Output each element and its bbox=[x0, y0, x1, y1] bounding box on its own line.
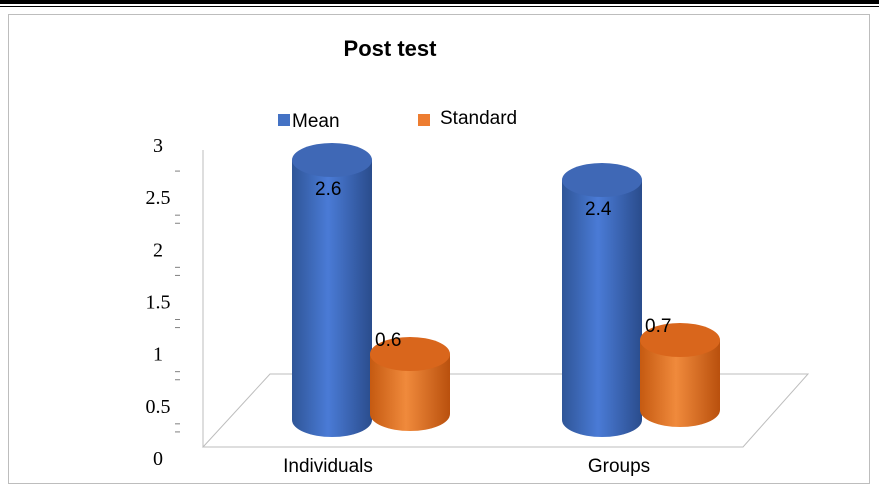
bar-standard-groups bbox=[640, 323, 720, 427]
bars bbox=[292, 143, 720, 437]
floor-plane bbox=[201, 373, 810, 448]
bar-mean-groups bbox=[562, 163, 642, 437]
bar-top bbox=[292, 143, 372, 177]
legend: Mean Standard bbox=[278, 108, 517, 132]
bar-top bbox=[370, 337, 450, 371]
y-tick-label: 3 bbox=[153, 135, 163, 157]
legend-label-mean: Mean bbox=[292, 111, 340, 132]
bar-body bbox=[562, 180, 642, 437]
legend-label-standard: Standard bbox=[440, 108, 517, 129]
data-label: 0.6 bbox=[375, 330, 401, 351]
category-label: Groups bbox=[588, 456, 650, 477]
chart-title: Post test bbox=[344, 36, 438, 61]
y-tick-label: 0.5 bbox=[146, 396, 171, 418]
axes bbox=[201, 150, 810, 448]
data-label: 0.7 bbox=[645, 316, 671, 337]
data-label: 2.6 bbox=[315, 179, 341, 200]
y-axis-ticks: 0 0.5 1 1.5 2 2.5 3 bbox=[146, 135, 180, 470]
category-labels: Individuals Groups bbox=[283, 456, 650, 477]
bar-body bbox=[292, 160, 372, 437]
bar-top bbox=[640, 323, 720, 357]
y-tick-label: 1 bbox=[153, 344, 163, 366]
data-label: 2.4 bbox=[585, 199, 612, 220]
data-labels: 2.6 0.6 2.4 0.7 bbox=[315, 179, 671, 351]
bar-top bbox=[562, 163, 642, 197]
y-tick-label: 1.5 bbox=[146, 292, 171, 314]
legend-swatch-standard bbox=[418, 114, 430, 126]
y-tick-label: 2.5 bbox=[146, 187, 171, 209]
legend-swatch-mean bbox=[278, 114, 290, 126]
bar-mean-individuals bbox=[292, 143, 372, 437]
bar-body bbox=[640, 340, 720, 427]
bar-standard-individuals bbox=[370, 337, 450, 431]
y-tick-label: 0 bbox=[153, 448, 163, 470]
bar-body bbox=[370, 354, 450, 431]
page-rule-bottom bbox=[0, 6, 879, 7]
y-tick-label: 2 bbox=[153, 239, 163, 261]
category-label: Individuals bbox=[283, 456, 373, 477]
page-rule-top bbox=[0, 0, 879, 4]
